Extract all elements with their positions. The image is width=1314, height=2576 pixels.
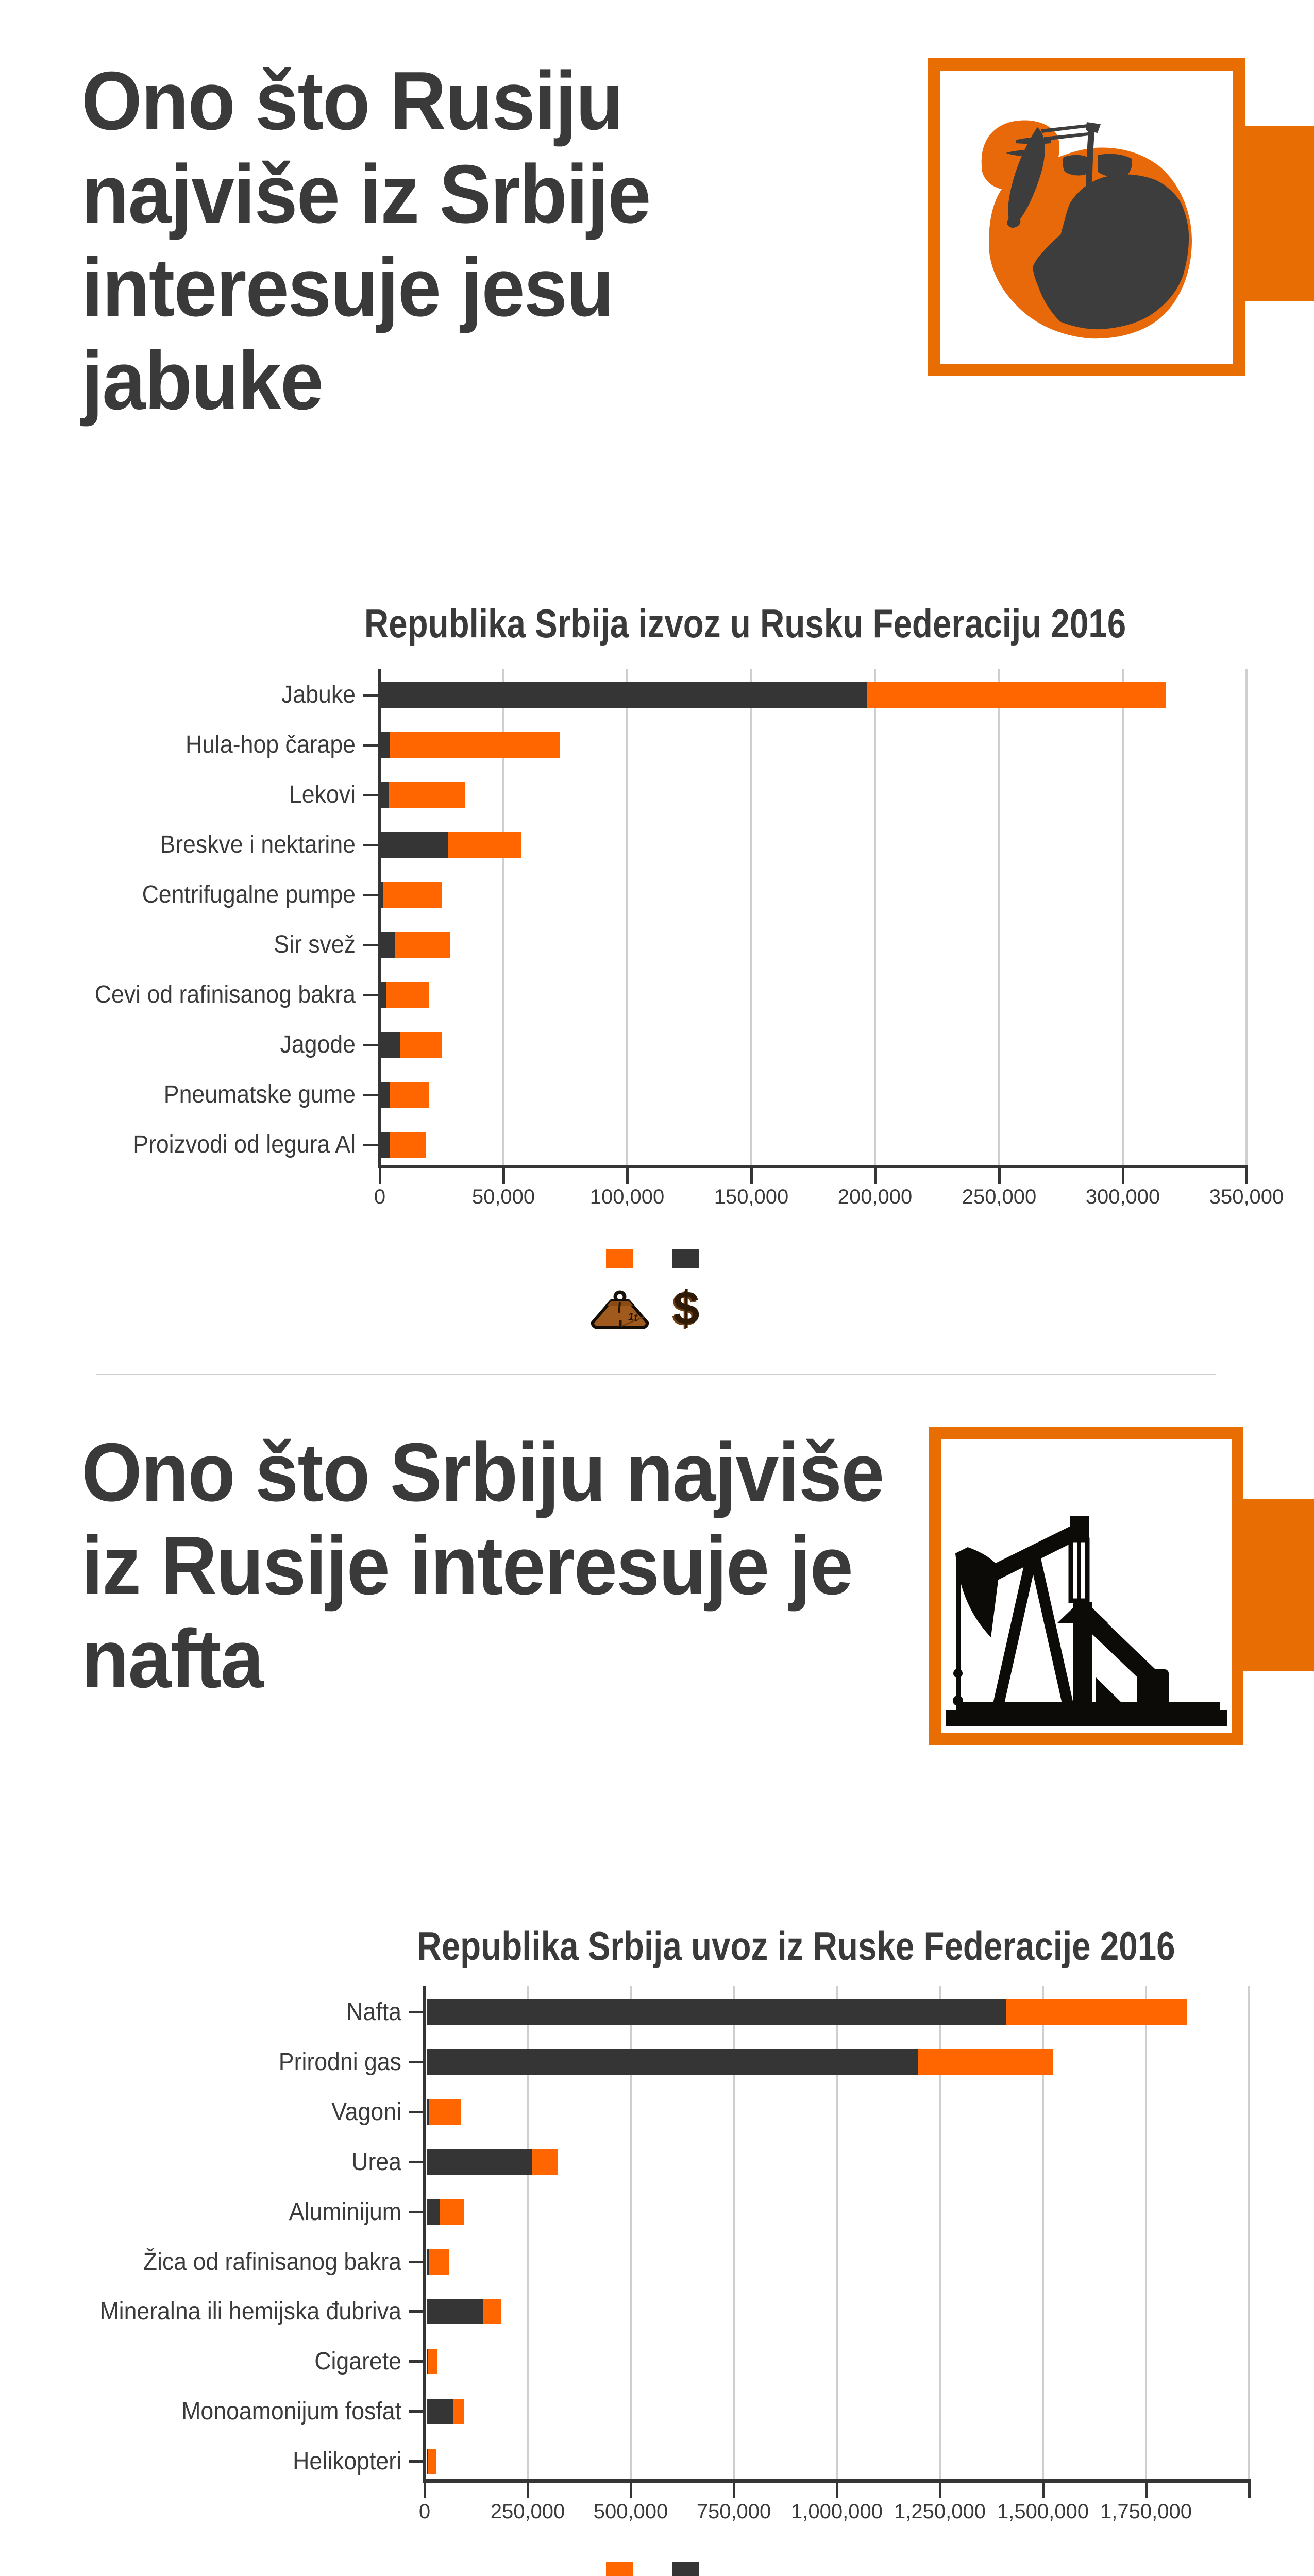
svg-text:1t: 1t bbox=[627, 1311, 638, 1324]
